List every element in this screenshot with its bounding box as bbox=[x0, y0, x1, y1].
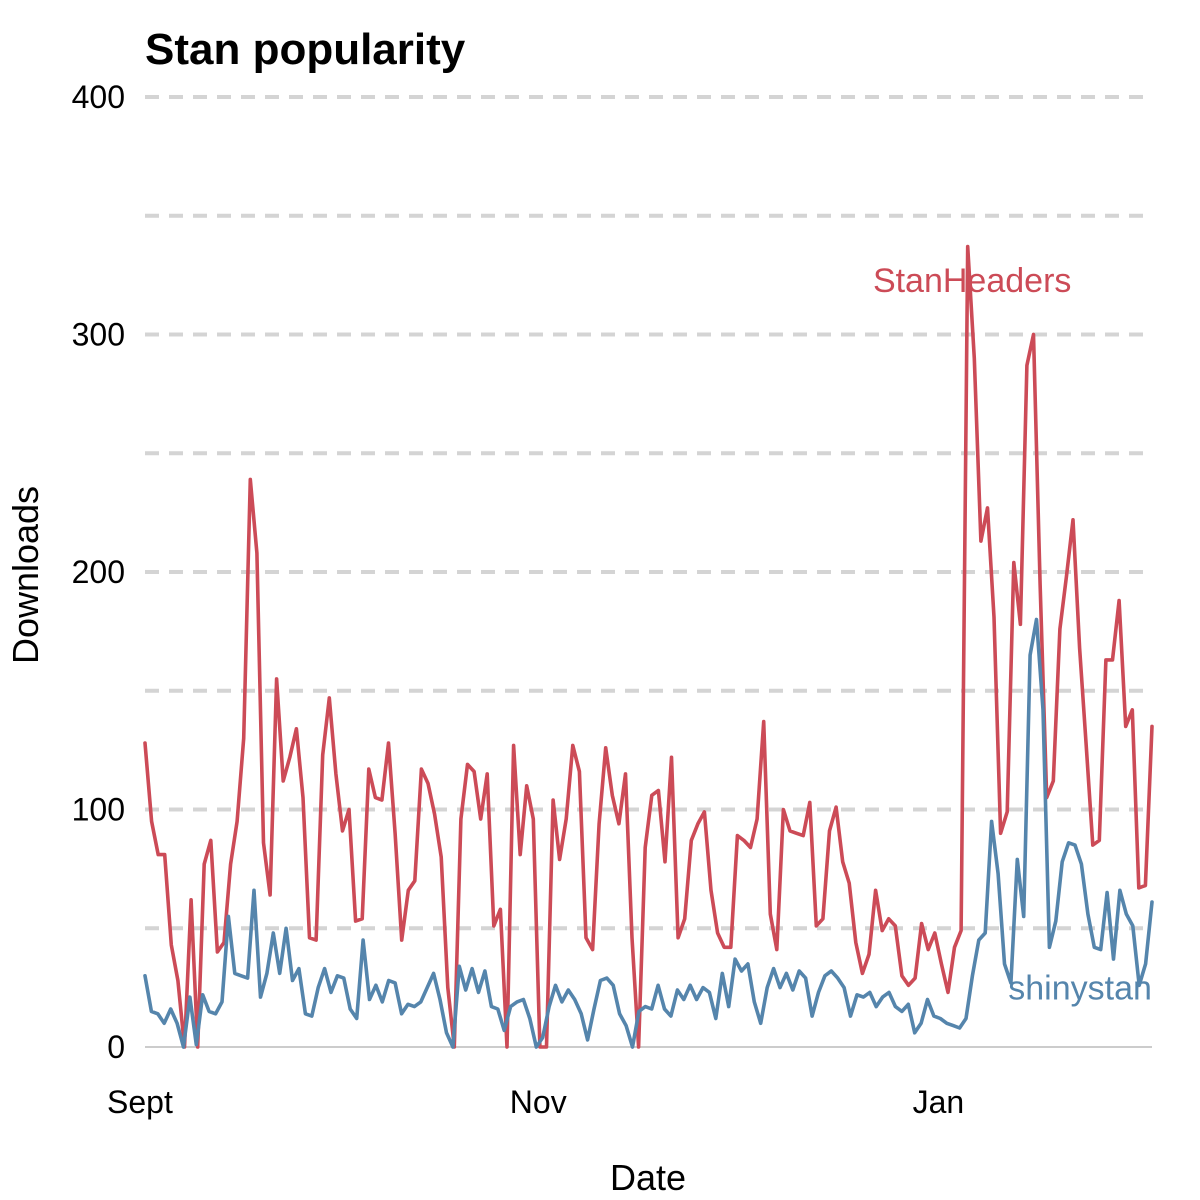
y-axis-label: Downloads bbox=[5, 486, 46, 664]
y-axis-tick-labels: 0 100 200 300 400 bbox=[72, 79, 125, 1065]
x-tick-label-jan: Jan bbox=[913, 1084, 965, 1120]
x-tick-label-sept: Sept bbox=[107, 1084, 173, 1120]
series-line-shinystan bbox=[143, 617, 1154, 1049]
y-tick-label-100: 100 bbox=[72, 792, 125, 828]
y-tick-label-400: 400 bbox=[72, 79, 125, 115]
series-label-shinystan: shinystan bbox=[1008, 970, 1152, 1008]
gridlines bbox=[145, 95, 1152, 1048]
y-tick-label-300: 300 bbox=[72, 317, 125, 353]
x-axis-tick-labels: Sept Nov Jan bbox=[107, 1084, 964, 1120]
series-line-stanheaders bbox=[143, 244, 1154, 1049]
x-axis-label: Date bbox=[610, 1157, 686, 1198]
series-label-stanheaders: StanHeaders bbox=[873, 262, 1071, 300]
series-lines bbox=[143, 244, 1154, 1049]
x-tick-label-nov: Nov bbox=[510, 1084, 567, 1120]
chart-title: Stan popularity bbox=[145, 25, 466, 74]
y-tick-label-200: 200 bbox=[72, 554, 125, 590]
series-labels: StanHeaders shinystan bbox=[873, 262, 1152, 1008]
y-tick-label-0: 0 bbox=[107, 1029, 125, 1065]
